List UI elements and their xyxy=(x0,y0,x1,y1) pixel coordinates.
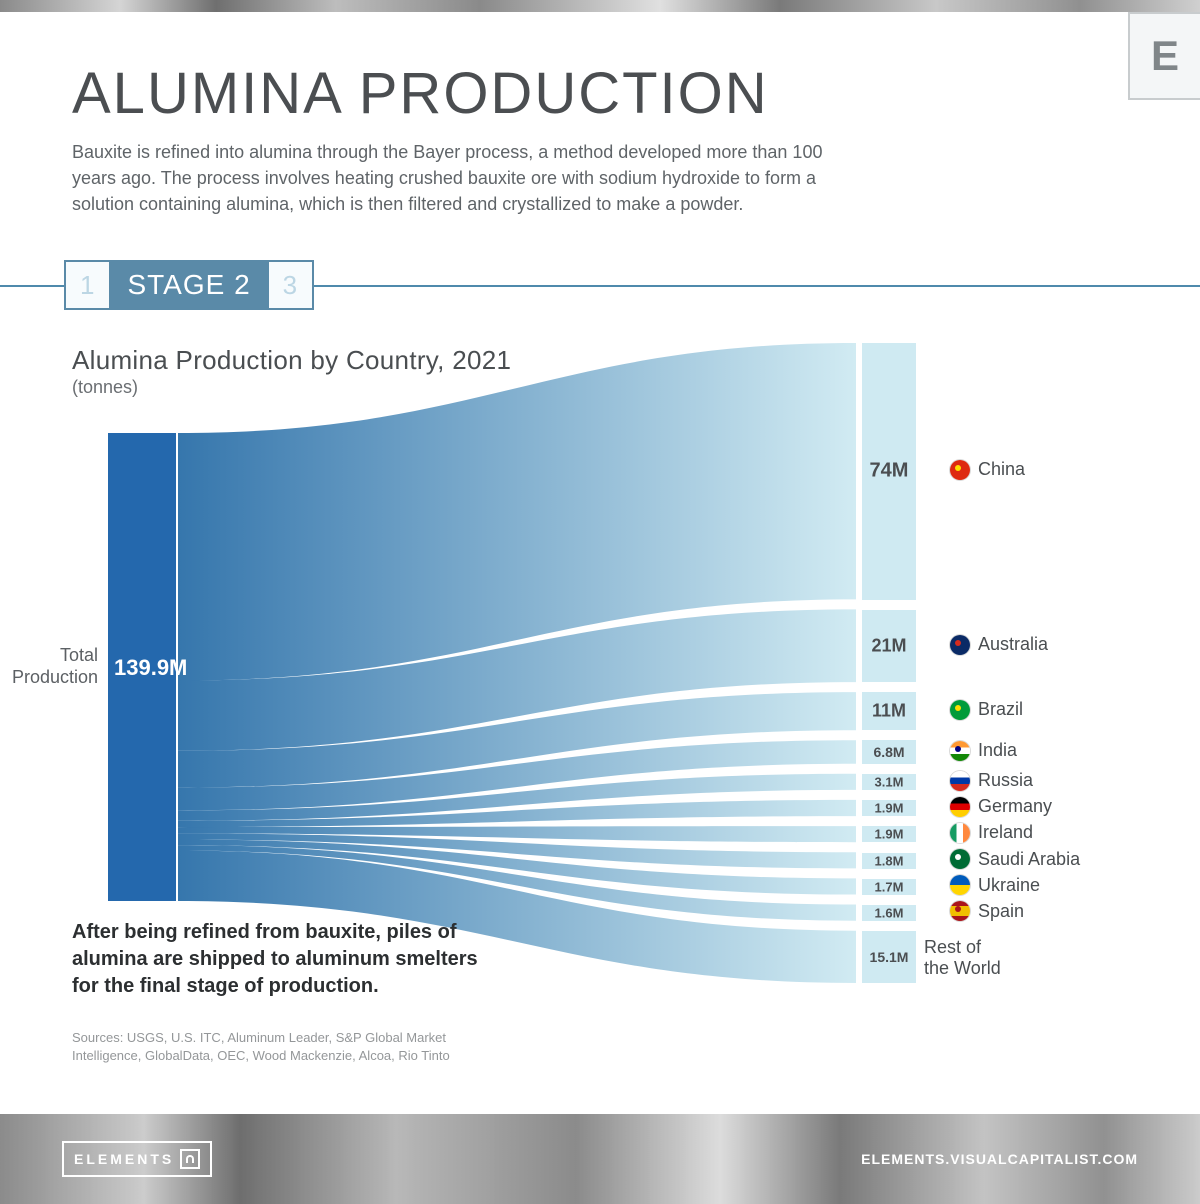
total-production-label: TotalProduction xyxy=(0,645,98,688)
flag-icon xyxy=(950,460,970,480)
country-value-bar: 1.9M xyxy=(862,800,916,816)
country-value: 15.1M xyxy=(862,949,916,965)
country-value-bar: 1.8M xyxy=(862,853,916,869)
country-value-bar: 3.1M xyxy=(862,774,916,790)
flag-icon xyxy=(950,797,970,817)
total-label-line1: Total xyxy=(0,645,98,667)
country-label: Saudi Arabia xyxy=(950,849,1080,870)
elements-icon xyxy=(180,1149,200,1169)
flag-icon xyxy=(950,700,970,720)
country-name: Ireland xyxy=(978,822,1033,843)
sankey-chart: Alumina Production by Country, 2021 (ton… xyxy=(0,343,1200,1063)
top-texture-strip xyxy=(0,0,1200,12)
country-value-bar: 21M xyxy=(862,610,916,683)
flag-icon xyxy=(950,901,970,921)
country-value-bar: 1.7M xyxy=(862,879,916,895)
country-value: 1.9M xyxy=(862,801,916,816)
country-name: Saudi Arabia xyxy=(978,849,1080,870)
country-value-bar: 74M xyxy=(862,343,916,599)
brand-corner-letter: E xyxy=(1151,32,1179,80)
country-value: 74M xyxy=(862,460,916,483)
flag-icon xyxy=(950,823,970,843)
chart-caption: After being refined from bauxite, piles … xyxy=(72,919,492,1000)
footer-brand-text: ELEMENTS xyxy=(74,1151,174,1167)
country-value: 1.6M xyxy=(862,905,916,920)
country-label: Germany xyxy=(950,796,1052,817)
stage-tab: 1 xyxy=(66,262,109,308)
flag-icon xyxy=(950,741,970,761)
country-name: China xyxy=(978,459,1025,480)
footer-url: ELEMENTS.VISUALCAPITALIST.COM xyxy=(861,1151,1138,1167)
country-name: Russia xyxy=(978,770,1033,791)
stage-tab-active: STAGE 2 xyxy=(109,262,268,308)
page-title: ALUMINA PRODUCTION xyxy=(72,60,1128,127)
country-label: Rest ofthe World xyxy=(924,937,1001,978)
stage-tabs: 1STAGE 23 xyxy=(64,260,314,310)
country-name: India xyxy=(978,740,1017,761)
country-name: Brazil xyxy=(978,699,1023,720)
country-value: 1.8M xyxy=(862,853,916,868)
country-label: Australia xyxy=(950,634,1048,655)
country-label: Russia xyxy=(950,770,1033,791)
infographic-page: E ALUMINA PRODUCTION Bauxite is refined … xyxy=(0,0,1200,1204)
country-value-bar: 6.8M xyxy=(862,740,916,764)
stage-indicator: 1STAGE 23 xyxy=(0,257,1200,313)
country-value-bar: 15.1M xyxy=(862,931,916,983)
flag-icon xyxy=(950,635,970,655)
chart-sources: Sources: USGS, U.S. ITC, Aluminum Leader… xyxy=(72,1029,502,1065)
country-value-bar: 1.9M xyxy=(862,826,916,842)
country-value: 6.8M xyxy=(862,744,916,760)
country-label: India xyxy=(950,740,1017,761)
country-label: China xyxy=(950,459,1025,480)
header: ALUMINA PRODUCTION Bauxite is refined in… xyxy=(0,12,1200,217)
country-value: 11M xyxy=(862,701,916,722)
country-value-bar: 11M xyxy=(862,692,916,730)
country-label: Spain xyxy=(950,901,1024,922)
country-value: 1.9M xyxy=(862,827,916,842)
total-label-line2: Production xyxy=(0,667,98,689)
country-value: 21M xyxy=(862,635,916,656)
flag-icon xyxy=(950,849,970,869)
country-name: Rest ofthe World xyxy=(924,937,1001,978)
flag-icon xyxy=(950,875,970,895)
footer: ELEMENTS ELEMENTS.VISUALCAPITALIST.COM xyxy=(0,1114,1200,1204)
page-description: Bauxite is refined into alumina through … xyxy=(72,139,852,217)
country-label: Ukraine xyxy=(950,875,1040,896)
country-value-bar: 1.6M xyxy=(862,905,916,921)
country-name: Germany xyxy=(978,796,1052,817)
country-name: Ukraine xyxy=(978,875,1040,896)
country-name: Australia xyxy=(978,634,1048,655)
country-label: Brazil xyxy=(950,699,1023,720)
total-value: 139.9M xyxy=(114,655,187,681)
flag-icon xyxy=(950,771,970,791)
brand-corner-badge: E xyxy=(1128,12,1200,100)
country-value: 3.1M xyxy=(862,775,916,790)
footer-brand: ELEMENTS xyxy=(62,1141,212,1177)
country-label: Ireland xyxy=(950,822,1033,843)
country-name: Spain xyxy=(978,901,1024,922)
country-value: 1.7M xyxy=(862,879,916,894)
stage-tab: 3 xyxy=(269,262,312,308)
